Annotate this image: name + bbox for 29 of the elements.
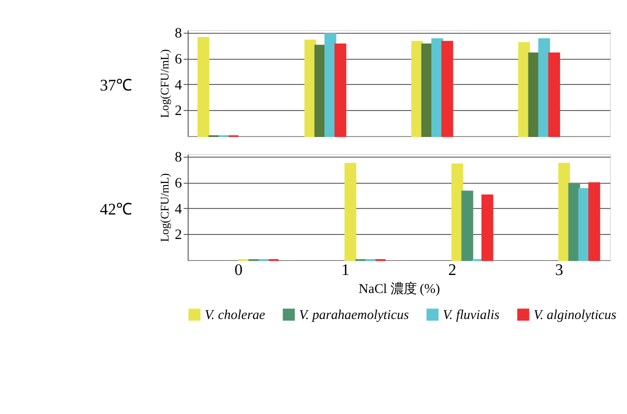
legend-label: V. alginolyticus — [534, 307, 616, 322]
y-tick-label: 2 — [174, 103, 182, 120]
text: 37℃ — [100, 77, 132, 94]
legend-label: V. fluvialis — [442, 307, 500, 322]
bar — [441, 40, 454, 138]
y-tick-label: 6 — [174, 52, 182, 68]
legend-label: V. parahaemolyticus — [299, 307, 409, 322]
x-axis-title: NaCl 濃度 (%) — [358, 280, 440, 296]
x-tick-label: 3 — [555, 262, 564, 279]
y-axis-title: Log(CFU/mL) — [158, 173, 172, 242]
x-tick-label: 0 — [234, 262, 243, 279]
bar — [334, 43, 346, 138]
x-tick-label: 2 — [448, 262, 456, 279]
y-tick-label: 2 — [174, 227, 182, 244]
y-tick-label: 4 — [174, 77, 182, 94]
y-tick-label: 8 — [174, 150, 182, 166]
bar — [588, 182, 600, 261]
bar — [344, 162, 356, 261]
bar — [481, 194, 494, 261]
bar — [548, 52, 560, 138]
y-axis-title: Log(CFU/mL) — [158, 49, 172, 118]
legend-label: V. cholerae — [204, 307, 266, 322]
bar — [198, 36, 210, 138]
y-tick-label: 6 — [174, 175, 182, 192]
x-tick-label: 1 — [341, 262, 350, 279]
y-tick-label: 8 — [174, 26, 182, 42]
bar — [461, 190, 474, 261]
text: 42℃ — [100, 201, 132, 218]
y-tick-label: 4 — [174, 201, 182, 218]
